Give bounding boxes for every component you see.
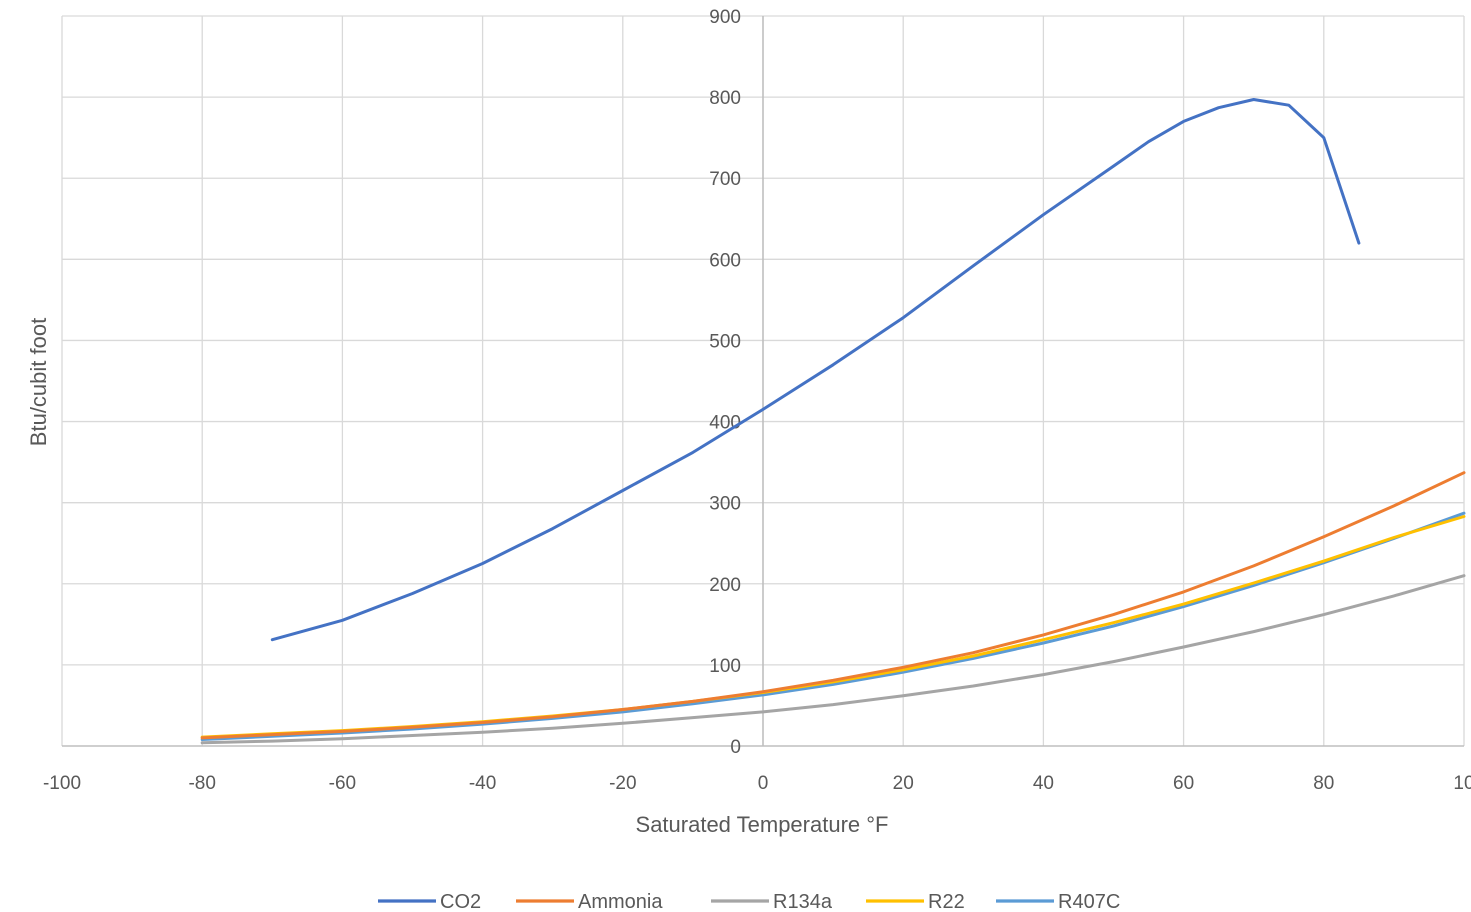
axes	[62, 16, 1464, 746]
legend-item-r407c: R407C	[996, 891, 1120, 912]
legend-label: R22	[928, 891, 965, 912]
y-tick-label: 700	[709, 169, 741, 190]
legend: CO2 Ammonia R134a R22 R407C	[378, 891, 1120, 912]
series-line-ammonia	[202, 473, 1464, 738]
x-tick-label: 10	[1453, 773, 1471, 794]
x-tick-label: 60	[1173, 773, 1194, 794]
y-tick-label: 200	[709, 575, 741, 596]
y-tick-labels: 0 100 200 300 400 500 600 700 800 900	[709, 7, 741, 758]
legend-item-ammonia: Ammonia	[516, 891, 663, 912]
legend-item-r22: R22	[866, 891, 965, 912]
x-tick-label: -40	[469, 773, 496, 794]
legend-label: R134a	[773, 891, 833, 912]
legend-label: CO2	[440, 891, 481, 912]
y-tick-label: 100	[709, 656, 741, 677]
y-tick-label: 600	[709, 250, 741, 271]
y-tick-label: 400	[709, 413, 741, 434]
legend-item-r134a: R134a	[711, 891, 833, 912]
y-tick-label: 900	[709, 7, 741, 28]
x-axis-title: Saturated Temperature °F	[636, 812, 889, 837]
x-tick-label: 20	[893, 773, 914, 794]
y-tick-label: 800	[709, 88, 741, 109]
x-tick-label: -100	[43, 773, 81, 794]
y-tick-label: 300	[709, 494, 741, 515]
x-tick-labels: -100 -80 -60 -40 -20 0 20 40 60 80 10	[43, 773, 1471, 794]
x-tick-label: 0	[758, 773, 769, 794]
legend-item-co2: CO2	[378, 891, 481, 912]
legend-label: R407C	[1058, 891, 1120, 912]
y-axis-title: Btu/cubit foot	[26, 318, 51, 446]
x-tick-label: 80	[1313, 773, 1334, 794]
x-tick-label: -80	[188, 773, 215, 794]
x-tick-label: -60	[329, 773, 356, 794]
legend-label: Ammonia	[578, 891, 663, 912]
series-line-co2	[272, 100, 1359, 640]
y-tick-label: 500	[709, 331, 741, 352]
x-tick-label: -20	[609, 773, 636, 794]
y-tick-label: 0	[730, 737, 741, 758]
x-tick-label: 40	[1033, 773, 1054, 794]
